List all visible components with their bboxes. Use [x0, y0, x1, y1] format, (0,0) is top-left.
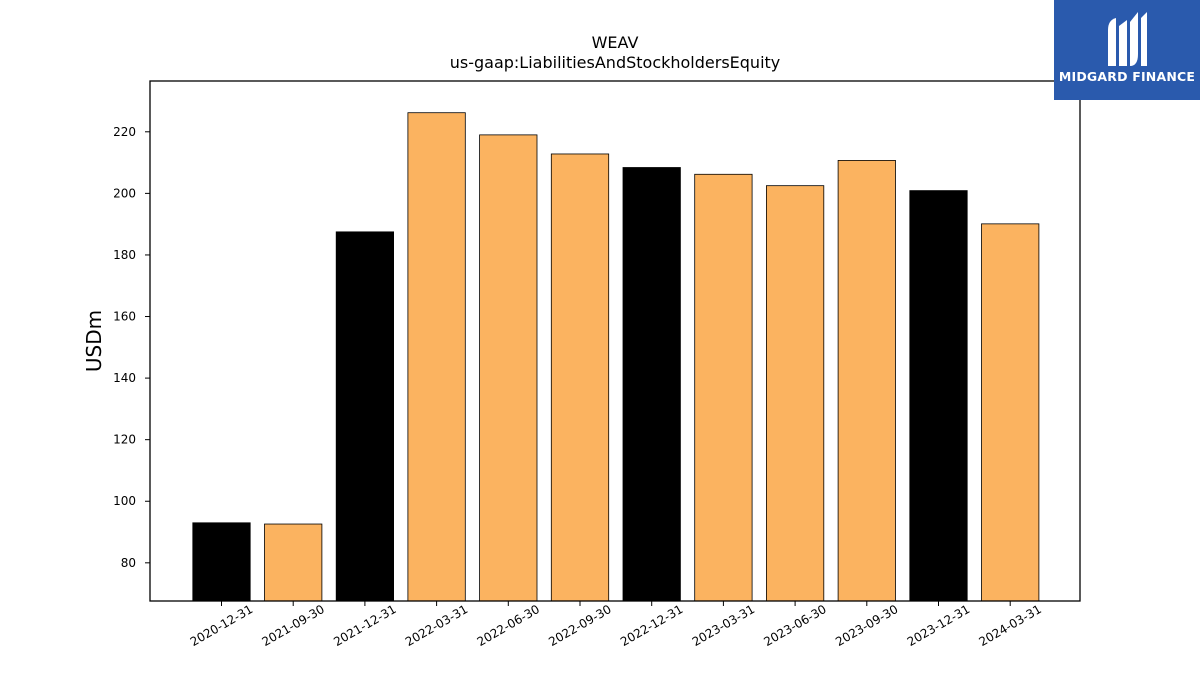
y-tick-label: 160 — [113, 310, 136, 324]
x-tick-label: 2023-03-31 — [690, 602, 757, 649]
bar-2024-03-31 — [981, 223, 1040, 602]
y-tick-label: 180 — [113, 248, 136, 262]
y-tick-label: 100 — [113, 494, 136, 508]
bar-2020-12-31 — [192, 522, 251, 602]
x-tick-label: 2022-03-31 — [403, 602, 470, 649]
y-tick-label: 120 — [113, 433, 136, 447]
x-tick-label: 2022-09-30 — [546, 602, 613, 649]
y-tick-label: 80 — [121, 556, 136, 570]
bars-group — [192, 112, 1040, 602]
x-tick-label: 2024-03-31 — [976, 602, 1043, 649]
y-tick-label: 220 — [113, 125, 136, 139]
x-tick-label: 2022-06-30 — [475, 602, 542, 649]
y-tick-label: 200 — [113, 186, 136, 200]
x-ticks-group: 2020-12-31 2021-09-30 2021-12-31 2022-03-31… — [188, 601, 1044, 649]
midgard-finance-logo: MIDGARD FINANCE — [1054, 0, 1200, 100]
x-tick-label: 2021-09-30 — [259, 602, 326, 649]
bar-2022-09-30 — [550, 153, 610, 602]
bar-2023-12-31 — [909, 190, 968, 602]
y-tick-label: 140 — [113, 371, 136, 385]
bar-2022-03-31 — [407, 112, 466, 602]
x-tick-label: 2023-06-30 — [761, 602, 828, 649]
bar-2021-09-30 — [264, 523, 323, 602]
x-tick-label: 2023-09-30 — [833, 602, 900, 649]
x-tick-label: 2020-12-31 — [188, 602, 255, 649]
chart-title: WEAV — [592, 33, 639, 52]
bar-2021-12-31 — [335, 231, 395, 602]
x-tick-label: 2022-12-31 — [618, 602, 685, 649]
x-tick-label: 2021-12-31 — [331, 602, 398, 649]
bar-2022-06-30 — [479, 134, 538, 602]
bar-2022-12-31 — [622, 167, 681, 602]
y-axis-label: USDm — [82, 310, 106, 372]
midgard-logo-icon — [1108, 12, 1147, 66]
logo-text: MIDGARD FINANCE — [1058, 69, 1196, 84]
x-tick-label: 2023-12-31 — [905, 602, 972, 649]
plot-frame — [149, 80, 1081, 602]
chart-subtitle: us-gaap:LiabilitiesAndStockholdersEquity — [450, 53, 781, 72]
bar-2023-03-31 — [694, 173, 753, 602]
bar-2023-06-30 — [766, 185, 825, 602]
bar-2023-09-30 — [837, 160, 896, 602]
y-ticks-group: 80 100 120 140 160 180 200 220 — [113, 125, 150, 570]
